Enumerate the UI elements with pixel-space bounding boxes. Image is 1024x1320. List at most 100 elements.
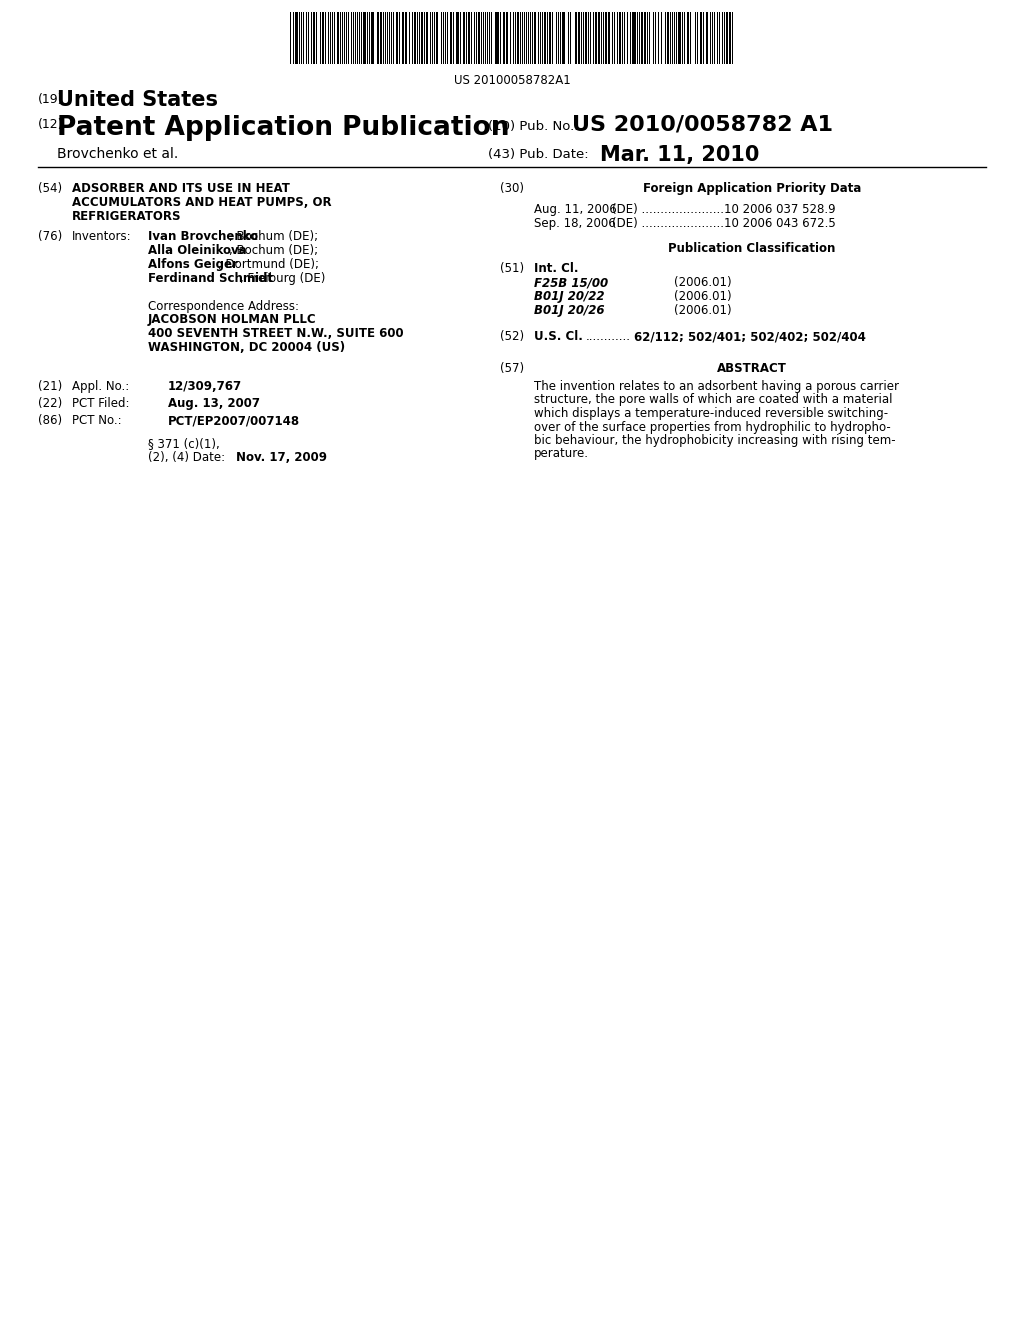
Text: Ferdinand Schmidt: Ferdinand Schmidt (148, 272, 273, 285)
Bar (644, 12, 646, 63)
Text: B01J 20/26: B01J 20/26 (534, 304, 604, 317)
Text: Aug. 11, 2006: Aug. 11, 2006 (534, 203, 616, 216)
Text: (21): (21) (38, 380, 62, 393)
Text: US 20100058782A1: US 20100058782A1 (454, 74, 570, 87)
Bar (595, 12, 597, 63)
Bar (618, 12, 621, 63)
Text: 400 SEVENTH STREET N.W., SUITE 600: 400 SEVENTH STREET N.W., SUITE 600 (148, 327, 403, 341)
Bar (322, 12, 324, 63)
Text: JACOBSON HOLMAN PLLC: JACOBSON HOLMAN PLLC (148, 313, 316, 326)
Bar (562, 12, 565, 63)
Text: PCT No.:: PCT No.: (72, 414, 122, 426)
Bar (678, 12, 681, 63)
Text: B01J 20/22: B01J 20/22 (534, 290, 604, 304)
Text: ACCUMULATORS AND HEAT PUMPS, OR: ACCUMULATORS AND HEAT PUMPS, OR (72, 195, 332, 209)
Bar (463, 12, 465, 63)
Bar (578, 12, 580, 63)
Bar (506, 12, 508, 63)
Text: Mar. 11, 2010: Mar. 11, 2010 (600, 145, 760, 165)
Text: perature.: perature. (534, 447, 589, 461)
Bar (503, 12, 505, 63)
Text: Nov. 17, 2009: Nov. 17, 2009 (236, 451, 327, 465)
Text: , Bochum (DE);: , Bochum (DE); (229, 244, 318, 257)
Text: (2006.01): (2006.01) (674, 290, 731, 304)
Bar (295, 12, 298, 63)
Bar (313, 12, 315, 63)
Text: (10) Pub. No.:: (10) Pub. No.: (488, 120, 579, 133)
Bar (426, 12, 428, 63)
Bar (450, 12, 452, 63)
Text: ABSTRACT: ABSTRACT (717, 362, 786, 375)
Text: Appl. No.:: Appl. No.: (72, 380, 129, 393)
Text: (52): (52) (500, 330, 524, 343)
Text: , Bochum (DE);: , Bochum (DE); (229, 230, 318, 243)
Text: 10 2006 043 672.5: 10 2006 043 672.5 (724, 216, 836, 230)
Text: (2006.01): (2006.01) (674, 276, 731, 289)
Bar (402, 12, 404, 63)
Text: (57): (57) (500, 362, 524, 375)
Text: , Dortmund (DE);: , Dortmund (DE); (218, 257, 319, 271)
Bar (641, 12, 643, 63)
Text: (2006.01): (2006.01) (674, 304, 731, 317)
Text: Int. Cl.: Int. Cl. (534, 261, 579, 275)
Text: Ivan Brovchenko: Ivan Brovchenko (148, 230, 258, 243)
Text: (DE) ......................: (DE) ...................... (612, 216, 724, 230)
Bar (468, 12, 470, 63)
Bar (667, 12, 669, 63)
Text: U.S. Cl.: U.S. Cl. (534, 330, 583, 343)
Bar (687, 12, 689, 63)
Text: § 371 (c)(1),: § 371 (c)(1), (148, 437, 220, 450)
Bar (632, 12, 636, 63)
Bar (414, 12, 416, 63)
Bar (380, 12, 382, 63)
Text: bic behaviour, the hydrophobicity increasing with rising tem-: bic behaviour, the hydrophobicity increa… (534, 434, 896, 447)
Bar (549, 12, 551, 63)
Text: (76): (76) (38, 230, 62, 243)
Bar (517, 12, 519, 63)
Text: Alfons Geiger: Alfons Geiger (148, 257, 238, 271)
Text: (19): (19) (38, 92, 63, 106)
Text: (12): (12) (38, 117, 63, 131)
Text: PCT/EP2007/007148: PCT/EP2007/007148 (168, 414, 300, 426)
Text: Aug. 13, 2007: Aug. 13, 2007 (168, 397, 260, 411)
Bar (726, 12, 728, 63)
Text: (2), (4) Date:: (2), (4) Date: (148, 451, 225, 465)
Text: WASHINGTON, DC 20004 (US): WASHINGTON, DC 20004 (US) (148, 341, 345, 354)
Text: The invention relates to an adsorbent having a porous carrier: The invention relates to an adsorbent ha… (534, 380, 899, 393)
Text: (DE) ......................: (DE) ...................... (612, 203, 724, 216)
Text: (54): (54) (38, 182, 62, 195)
Bar (495, 12, 499, 63)
Text: United States: United States (57, 90, 218, 110)
Text: Correspondence Address:: Correspondence Address: (148, 300, 299, 313)
Text: which displays a temperature-induced reversible switching-: which displays a temperature-induced rev… (534, 407, 888, 420)
Bar (478, 12, 480, 63)
Text: (86): (86) (38, 414, 62, 426)
Text: Patent Application Publication: Patent Application Publication (57, 115, 510, 141)
Text: (51): (51) (500, 261, 524, 275)
Bar (598, 12, 600, 63)
Text: 10 2006 037 528.9: 10 2006 037 528.9 (724, 203, 836, 216)
Text: Foreign Application Priority Data: Foreign Application Priority Data (643, 182, 861, 195)
Bar (377, 12, 379, 63)
Bar (544, 12, 546, 63)
Bar (706, 12, 708, 63)
Bar (575, 12, 577, 63)
Text: PCT Filed:: PCT Filed: (72, 397, 129, 411)
Text: structure, the pore walls of which are coated with a material: structure, the pore walls of which are c… (534, 393, 893, 407)
Text: (43) Pub. Date:: (43) Pub. Date: (488, 148, 589, 161)
Bar (605, 12, 607, 63)
Text: over of the surface properties from hydrophilic to hydropho-: over of the surface properties from hydr… (534, 421, 891, 433)
Bar (406, 12, 407, 63)
Bar (337, 12, 339, 63)
Bar (534, 12, 536, 63)
Text: US 2010/0058782 A1: US 2010/0058782 A1 (572, 115, 833, 135)
Bar (608, 12, 610, 63)
Text: 12/309,767: 12/309,767 (168, 380, 242, 393)
Text: ADSORBER AND ITS USE IN HEAT: ADSORBER AND ITS USE IN HEAT (72, 182, 290, 195)
Text: Brovchenko et al.: Brovchenko et al. (57, 147, 178, 161)
Bar (371, 12, 374, 63)
Text: , Freiburg (DE): , Freiburg (DE) (240, 272, 326, 285)
Text: (30): (30) (500, 182, 524, 195)
Bar (436, 12, 438, 63)
Bar (700, 12, 702, 63)
